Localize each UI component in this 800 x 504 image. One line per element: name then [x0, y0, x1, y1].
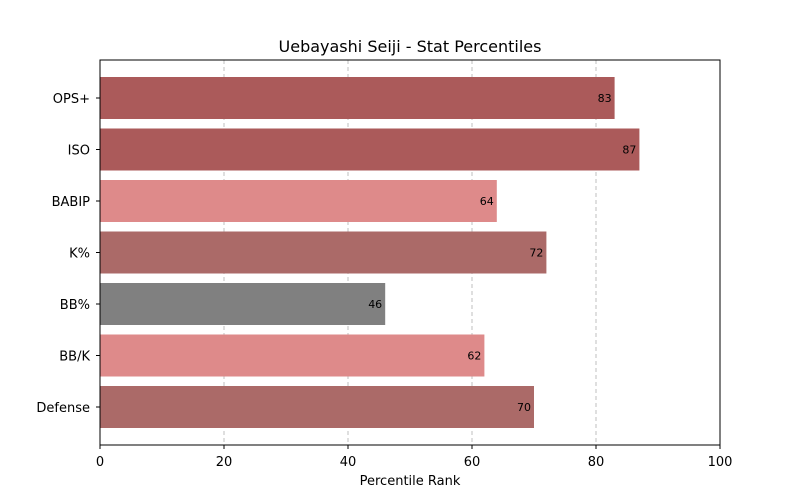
data-label: 72: [529, 247, 543, 260]
y-axis: OPS+ ISO BABIP K% BB% BB/K Defense: [36, 92, 100, 416]
chart-title: Uebayashi Seiji - Stat Percentiles: [279, 37, 542, 56]
data-labels: 83 87 64 72 46 62 70: [368, 92, 636, 414]
bar: [100, 77, 615, 119]
bar: [100, 283, 386, 325]
y-tick-label: Defense: [36, 401, 90, 416]
x-tick-label: 100: [708, 455, 733, 470]
bar: [100, 386, 534, 428]
x-tick-label: 20: [216, 455, 233, 470]
bar: [100, 128, 640, 171]
y-tick-label: BB%: [60, 298, 90, 313]
bar: [100, 231, 547, 274]
data-label: 46: [368, 298, 382, 311]
data-label: 62: [467, 350, 481, 363]
x-tick-label: 60: [464, 455, 481, 470]
x-tick-label: 80: [588, 455, 605, 470]
x-axis: 0 20 40 60 80 100: [96, 445, 733, 470]
x-tick-label: 0: [96, 455, 104, 470]
data-label: 64: [480, 195, 494, 208]
data-label: 83: [598, 92, 612, 105]
data-label: 87: [622, 144, 636, 157]
y-tick-label: BABIP: [52, 195, 91, 210]
y-tick-label: ISO: [68, 144, 90, 159]
y-tick-label: OPS+: [53, 92, 90, 107]
data-label: 70: [517, 401, 531, 414]
bar: [100, 334, 485, 377]
y-tick-label: BB/K: [59, 350, 90, 365]
x-tick-label: 40: [340, 455, 357, 470]
y-tick-label: K%: [69, 247, 90, 262]
x-axis-label: Percentile Rank: [360, 474, 461, 489]
bars: [100, 77, 640, 428]
bar: [100, 180, 497, 222]
